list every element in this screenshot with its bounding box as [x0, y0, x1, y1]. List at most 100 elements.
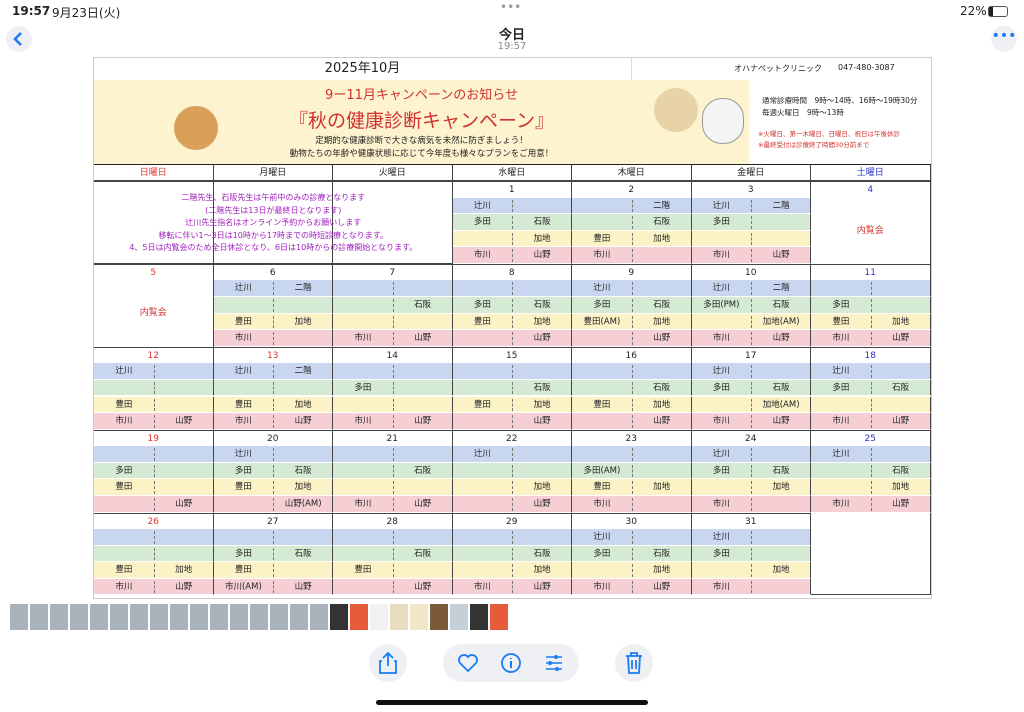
thumbnail[interactable]: [350, 604, 368, 630]
staff-name: 石阪: [414, 465, 432, 476]
thumbnail[interactable]: [210, 604, 228, 630]
slot-row: 市川(AM) 山野: [213, 578, 333, 596]
staff-name: 多田: [832, 300, 850, 310]
staff-name: 山野: [772, 333, 790, 344]
staff-name: 二階: [772, 283, 790, 294]
thumbnail[interactable]: [50, 604, 68, 630]
slot-row: 多田: [333, 379, 453, 397]
staff-name: 多田(PM): [703, 300, 740, 310]
thumbnail[interactable]: [470, 604, 488, 630]
trash-icon: [626, 652, 642, 674]
date: 19: [94, 429, 214, 447]
staff-name: 多田: [234, 548, 252, 559]
staff-name: 山野: [892, 333, 910, 344]
slot-row: 山野: [452, 330, 572, 347]
thumbnail[interactable]: [170, 604, 188, 630]
back-button[interactable]: [6, 26, 32, 52]
staff-name: 市川: [832, 499, 850, 509]
thumbnail[interactable]: [390, 604, 408, 630]
thumbnail[interactable]: [370, 604, 388, 630]
thumbnail[interactable]: [490, 604, 508, 630]
slot-row: 多田 石阪: [213, 462, 333, 480]
slot-row: 市川 山野: [691, 413, 811, 430]
slot-row: 市川 山野: [572, 578, 692, 596]
thumbnail[interactable]: [110, 604, 128, 630]
thumbnail[interactable]: [150, 604, 168, 630]
thumbnail[interactable]: [190, 604, 208, 630]
staff-name: 加地: [653, 565, 671, 576]
slot-divider: [273, 299, 275, 312]
slot-row: 辻川: [691, 529, 811, 546]
staff-name: 市川: [473, 581, 491, 592]
slot-row: 石阪: [452, 379, 572, 397]
slot-row: 多田: [691, 214, 811, 231]
calendar-image: 2025年10月 オハナペットクリニック 047-480-3087 9ー11月キャンペ…: [93, 57, 932, 599]
thumbnail[interactable]: [90, 604, 108, 630]
slot-row: 辻川: [94, 363, 214, 380]
slot-row: 市川 山野: [333, 496, 453, 513]
slot-divider: [751, 448, 753, 461]
thumbnail[interactable]: [310, 604, 328, 630]
share-button[interactable]: [369, 644, 407, 682]
date: 27: [213, 512, 333, 530]
staff-name: 辻川: [712, 200, 730, 211]
phone: 047-480-3087: [838, 63, 895, 72]
staff-name: 石阪: [892, 465, 910, 476]
thumbnail[interactable]: [130, 604, 148, 630]
staff-name: 多田: [115, 465, 133, 476]
thumbnail[interactable]: [30, 604, 48, 630]
slot-row: [213, 297, 333, 314]
thumbnail[interactable]: [430, 604, 448, 630]
staff-name: 石阪: [772, 300, 790, 310]
staff-name: 石阪: [533, 217, 551, 228]
slot-row: 加地: [691, 562, 811, 579]
thumbnail[interactable]: [250, 604, 268, 630]
thumbnail[interactable]: [270, 604, 288, 630]
clinic-name: オハナペットクリニック: [734, 64, 822, 73]
slot-divider: [153, 448, 155, 461]
slot-divider: [273, 464, 275, 478]
staff-name: 市川: [354, 416, 372, 427]
slot-row: 石阪: [333, 462, 453, 480]
staff-name: 山野: [892, 499, 910, 509]
slot-divider: [512, 464, 514, 478]
slot-row: 豊田 加地: [213, 479, 333, 496]
staff-name: 山野: [653, 333, 671, 344]
slot-divider: [273, 365, 275, 378]
thumbnail[interactable]: [450, 604, 468, 630]
slot-row: 辻川: [691, 363, 811, 380]
staff-name: 市川: [593, 581, 611, 592]
date: 16: [572, 346, 692, 364]
slot-row: 辻川: [213, 446, 333, 463]
thumbnail[interactable]: [70, 604, 88, 630]
header-time: 19:57: [497, 41, 527, 52]
slot-divider: [153, 381, 155, 395]
staff-name: 石阪: [653, 217, 671, 228]
slot-divider: [392, 448, 394, 461]
staff-name: 多田: [593, 300, 611, 310]
staff-name: 豊田: [234, 482, 252, 493]
staff-name: 辻川: [115, 366, 133, 377]
slot-row: [94, 379, 214, 397]
staff-name: 多田: [712, 548, 730, 559]
slot-divider: [153, 498, 155, 511]
thumbnail[interactable]: [230, 604, 248, 630]
delete-button[interactable]: [615, 644, 653, 682]
slot-row: 多田 石阪: [572, 297, 692, 314]
slot-row: 辻川: [452, 197, 572, 215]
thumbnail[interactable]: [330, 604, 348, 630]
thumbnail[interactable]: [410, 604, 428, 630]
slot-divider: [870, 282, 872, 295]
slot-divider: [512, 232, 514, 246]
thumbnail[interactable]: [10, 604, 28, 630]
thumbnail[interactable]: [290, 604, 308, 630]
slot-divider: [392, 498, 394, 511]
cat-illustration: [702, 98, 744, 144]
slot-row: 多田 石阪: [213, 545, 333, 563]
more-button[interactable]: •••: [991, 26, 1017, 52]
notice-line: (二階先生は13日が最終日となります): [205, 205, 342, 215]
notice-line: 4、5日は内覧会のため全日休診となり、6日は10時からの診療開始となります。: [129, 243, 418, 252]
weekday: 金曜日: [691, 165, 811, 181]
slot-divider: [870, 315, 872, 329]
month-cell: 2025年10月: [94, 58, 632, 81]
